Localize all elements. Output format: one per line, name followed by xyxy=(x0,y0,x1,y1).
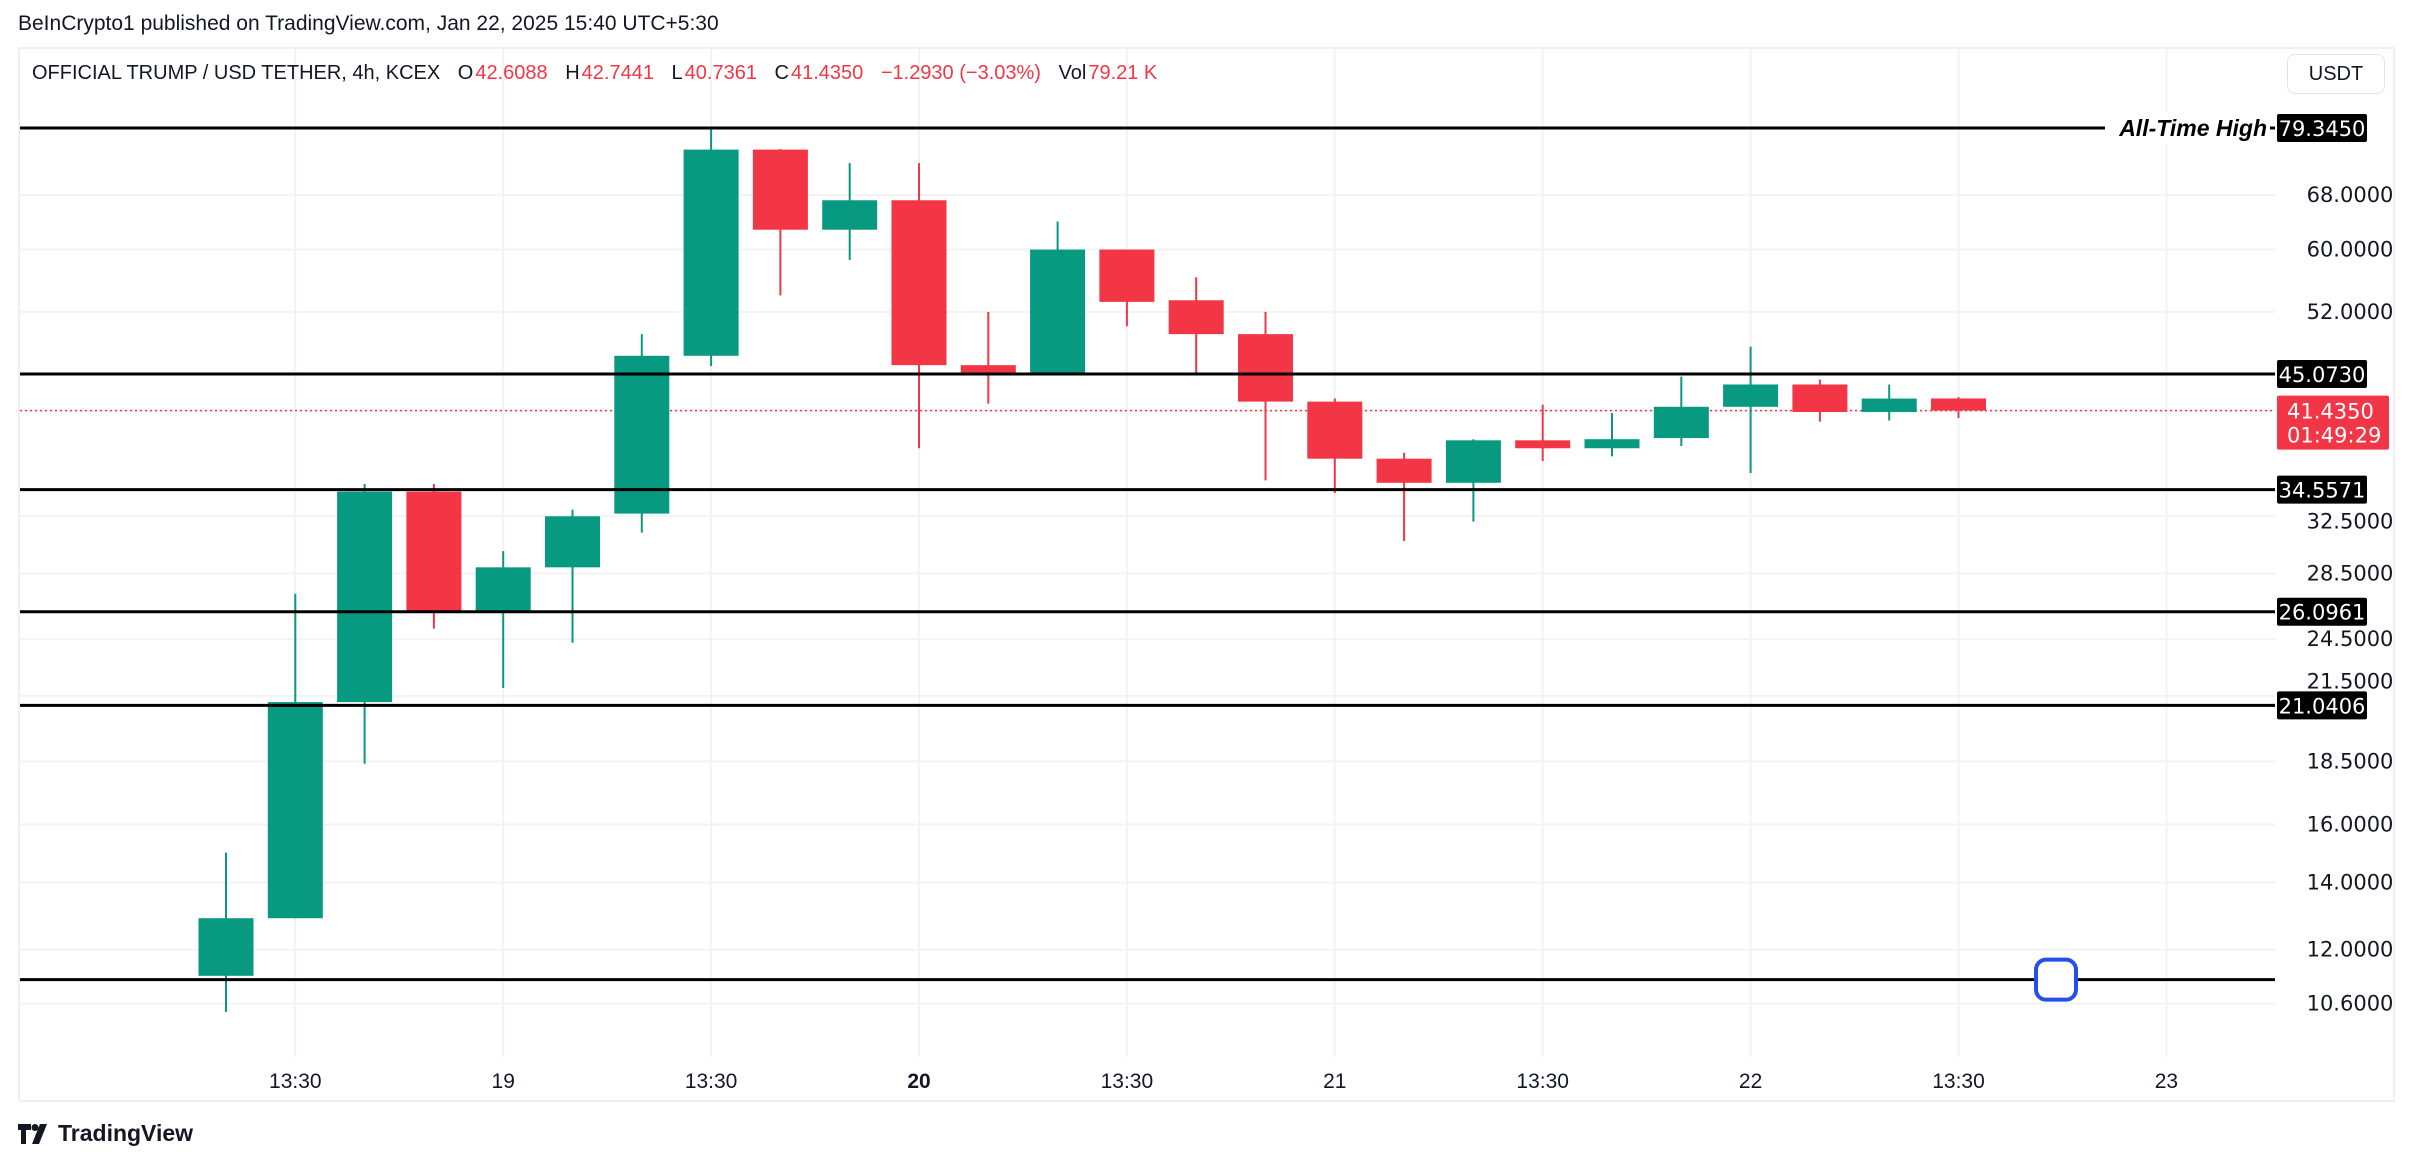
candle-down[interactable] xyxy=(406,491,462,612)
y-tick-label: 52.0000 xyxy=(2307,300,2394,324)
level-price-tag xyxy=(2277,691,2367,720)
y-tick-label: 68.0000 xyxy=(2307,183,2394,207)
candle-up[interactable] xyxy=(198,918,254,976)
high-label: H xyxy=(565,62,580,84)
change-value: −1.2930 (−3.03%) xyxy=(880,62,1041,84)
x-tick-label: 13:30 xyxy=(1101,1070,1154,1093)
candle-up[interactable] xyxy=(683,149,739,356)
open-label: O xyxy=(457,62,474,84)
low-label: L xyxy=(671,62,683,84)
annotation-background xyxy=(2105,112,2270,144)
volume-label: Vol xyxy=(1058,62,1087,84)
y-tick-label: 32.5000 xyxy=(2307,509,2394,533)
tradingview-logo-text: TradingView xyxy=(58,1120,194,1146)
candle-up[interactable] xyxy=(475,567,531,612)
symbol-title[interactable]: OFFICIAL TRUMP / USD TETHER, 4h, KCEX xyxy=(32,62,441,84)
level-price-label: 79.3450 xyxy=(2279,117,2366,141)
candle-down[interactable] xyxy=(1792,384,1848,413)
candle-down[interactable] xyxy=(1099,249,1155,302)
candle-down[interactable] xyxy=(1931,398,1986,411)
level-price-tag xyxy=(2277,114,2367,142)
publish-info: BeInCrypto1 published on TradingView.com… xyxy=(18,12,719,35)
candle-up[interactable] xyxy=(267,702,323,919)
drawing-handle-marker[interactable] xyxy=(2034,957,2078,1002)
candle-up[interactable] xyxy=(337,491,393,703)
candle-up[interactable] xyxy=(614,355,670,514)
y-tick-label: 16.0000 xyxy=(2307,813,2394,837)
candle-up[interactable] xyxy=(1861,398,1917,413)
x-tick-label: 23 xyxy=(2155,1070,2178,1093)
last-price-tag xyxy=(2277,395,2389,450)
close-label: C xyxy=(774,62,789,84)
candle-up[interactable] xyxy=(1723,384,1779,407)
x-tick-label: 13:30 xyxy=(1516,1070,1569,1093)
level-price-tag xyxy=(2277,360,2367,389)
y-tick-label-hidden: 21.5000 xyxy=(2307,669,2394,693)
candle-up[interactable] xyxy=(1030,249,1086,373)
candle-up[interactable] xyxy=(1445,440,1501,483)
currency-button[interactable]: USDT xyxy=(2287,54,2385,94)
candle-up[interactable] xyxy=(1653,406,1709,439)
tradingview-logo-icon xyxy=(18,1123,47,1144)
last-price-label: 41.4350 xyxy=(2287,400,2374,424)
low-value: 40.7361 xyxy=(684,62,757,84)
x-tick-label: 13:30 xyxy=(685,1070,738,1093)
high-value: 42.7441 xyxy=(581,62,654,84)
candle-down[interactable] xyxy=(1515,440,1571,449)
level-price-label: 45.0730 xyxy=(2279,363,2366,387)
candle-down[interactable] xyxy=(752,149,808,230)
candle-down[interactable] xyxy=(960,365,1016,373)
y-tick-label: 18.5000 xyxy=(2307,749,2394,773)
level-price-label: 21.0406 xyxy=(2279,694,2366,718)
y-tick-label: 12.0000 xyxy=(2307,938,2394,962)
candle-down[interactable] xyxy=(1238,334,1293,402)
x-tick-label: 22 xyxy=(1739,1070,1762,1093)
candle-up[interactable] xyxy=(822,200,878,230)
y-tick-label: 14.0000 xyxy=(2307,871,2394,895)
level-price-label: 26.0961 xyxy=(2279,601,2366,625)
y-tick-label: 60.0000 xyxy=(2307,238,2394,262)
y-tick-label: 28.5000 xyxy=(2307,561,2394,585)
x-tick-label: 13:30 xyxy=(1932,1070,1985,1093)
candle-down[interactable] xyxy=(1307,401,1363,459)
candle-up[interactable] xyxy=(1584,439,1640,449)
y-tick-label: 24.5000 xyxy=(2307,627,2394,651)
x-tick-label: 13:30 xyxy=(269,1070,322,1093)
x-tick-label: 21 xyxy=(1323,1070,1346,1093)
close-value: 41.4350 xyxy=(790,62,864,84)
chart-pane[interactable] xyxy=(18,47,2395,1102)
open-value: 42.6088 xyxy=(475,62,548,84)
candle-down[interactable] xyxy=(1376,458,1432,483)
level-price-tag xyxy=(2277,597,2367,626)
all-time-high-annotation: All-Time High xyxy=(2118,115,2267,141)
candle-down[interactable] xyxy=(891,200,947,366)
y-tick-label: 10.6000 xyxy=(2307,992,2394,1016)
x-tick-label: 19 xyxy=(492,1070,515,1093)
level-price-tag xyxy=(2277,475,2367,504)
candle-countdown-label: 01:49:29 xyxy=(2287,424,2381,448)
volume-value: 79.21 K xyxy=(1088,62,1158,84)
x-tick-label: 20 xyxy=(907,1070,930,1093)
level-price-label: 34.5571 xyxy=(2279,479,2366,503)
candle-down[interactable] xyxy=(1168,300,1224,335)
tradingview-logo[interactable]: TradingView xyxy=(18,1120,193,1147)
candle-up[interactable] xyxy=(545,516,600,568)
